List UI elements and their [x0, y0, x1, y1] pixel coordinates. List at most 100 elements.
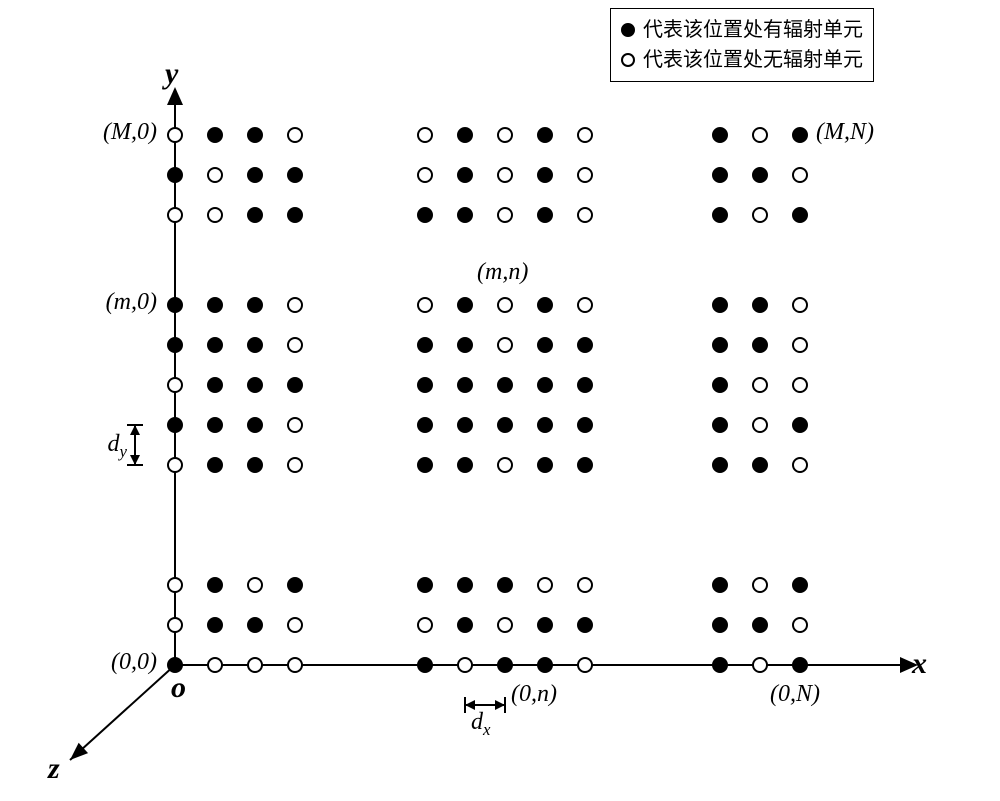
- grid-dot: [287, 577, 303, 593]
- grid-dot: [537, 337, 553, 353]
- grid-dot: [577, 417, 593, 433]
- diagram-canvas: 代表该位置处有辐射单元代表该位置处无辐射单元xyzo(0,0)(M,0)(m,0…: [0, 0, 1000, 801]
- grid-dot: [577, 297, 593, 313]
- label-origin: (0,0): [111, 649, 157, 676]
- grid-dot: [417, 417, 433, 433]
- grid-dot: [752, 657, 768, 673]
- grid-dot: [207, 337, 223, 353]
- grid-dot: [207, 297, 223, 313]
- grid-dot: [247, 377, 263, 393]
- label-0n-mid: (0,n): [511, 681, 557, 708]
- x-axis-label: x: [912, 647, 927, 681]
- grid-dot: [207, 617, 223, 633]
- grid-dot: [497, 207, 513, 223]
- grid-dot: [457, 207, 473, 223]
- grid-dot: [497, 417, 513, 433]
- grid-dot: [247, 577, 263, 593]
- grid-dot: [497, 377, 513, 393]
- grid-dot: [417, 617, 433, 633]
- grid-dot: [752, 417, 768, 433]
- grid-dot: [247, 657, 263, 673]
- grid-dot: [712, 577, 728, 593]
- grid-dot: [537, 127, 553, 143]
- grid-dot: [287, 297, 303, 313]
- grid-dot: [792, 617, 808, 633]
- grid-dot: [712, 417, 728, 433]
- label-mn-mid: (m,n): [477, 259, 528, 286]
- grid-dot: [792, 577, 808, 593]
- grid-dot: [417, 657, 433, 673]
- grid-dot: [247, 337, 263, 353]
- grid-dot: [167, 167, 183, 183]
- grid-dot: [167, 297, 183, 313]
- dx-arrow-right-icon: [495, 700, 505, 710]
- grid-dot: [417, 167, 433, 183]
- grid-dot: [287, 207, 303, 223]
- grid-dot: [577, 127, 593, 143]
- grid-dot: [207, 207, 223, 223]
- grid-dot: [497, 617, 513, 633]
- grid-dot: [537, 207, 553, 223]
- grid-dot: [792, 457, 808, 473]
- grid-dot: [752, 457, 768, 473]
- grid-dot: [537, 377, 553, 393]
- grid-dot: [167, 577, 183, 593]
- grid-dot: [792, 127, 808, 143]
- grid-dot: [287, 657, 303, 673]
- grid-dot: [457, 127, 473, 143]
- label-m0: (M,0): [103, 119, 157, 146]
- grid-dot: [577, 167, 593, 183]
- grid-dot: [457, 617, 473, 633]
- grid-dot: [497, 457, 513, 473]
- grid-dot: [497, 337, 513, 353]
- grid-dot: [712, 617, 728, 633]
- grid-dot: [247, 167, 263, 183]
- grid-dot: [752, 617, 768, 633]
- grid-dot: [167, 377, 183, 393]
- grid-dot: [752, 577, 768, 593]
- grid-dot: [752, 167, 768, 183]
- grid-dot: [457, 377, 473, 393]
- origin-label: o: [171, 671, 186, 705]
- grid-dot: [457, 297, 473, 313]
- grid-dot: [712, 657, 728, 673]
- grid-dot: [287, 457, 303, 473]
- dy-arrow-up-icon: [130, 425, 140, 435]
- grid-dot: [497, 577, 513, 593]
- grid-dot: [792, 207, 808, 223]
- grid-dot: [457, 657, 473, 673]
- grid-dot: [207, 457, 223, 473]
- grid-dot: [247, 417, 263, 433]
- grid-dot: [712, 457, 728, 473]
- grid-dot: [752, 297, 768, 313]
- grid-dot: [207, 577, 223, 593]
- grid-dot: [712, 297, 728, 313]
- grid-dot: [167, 657, 183, 673]
- grid-dot: [417, 577, 433, 593]
- grid-dot: [792, 337, 808, 353]
- grid-dot: [577, 657, 593, 673]
- grid-dot: [207, 377, 223, 393]
- grid-dot: [207, 167, 223, 183]
- grid-dot: [167, 457, 183, 473]
- grid-dot: [752, 337, 768, 353]
- grid-dot: [712, 377, 728, 393]
- grid-dot: [167, 617, 183, 633]
- grid-dot: [497, 127, 513, 143]
- grid-dot: [792, 297, 808, 313]
- grid-dot: [417, 297, 433, 313]
- grid-dot: [247, 207, 263, 223]
- grid-dot: [792, 657, 808, 673]
- dx-label: dx: [471, 709, 490, 740]
- grid-dot: [537, 457, 553, 473]
- label-m0-mid: (m,0): [106, 289, 157, 316]
- grid-dot: [577, 337, 593, 353]
- grid-dot: [457, 417, 473, 433]
- dy-label: dy: [108, 431, 127, 462]
- grid-dot: [537, 297, 553, 313]
- y-axis-label: y: [165, 57, 178, 91]
- grid-dot: [537, 657, 553, 673]
- grid-dot: [537, 577, 553, 593]
- grid-dot: [287, 617, 303, 633]
- label-mn-top: (M,N): [816, 119, 874, 146]
